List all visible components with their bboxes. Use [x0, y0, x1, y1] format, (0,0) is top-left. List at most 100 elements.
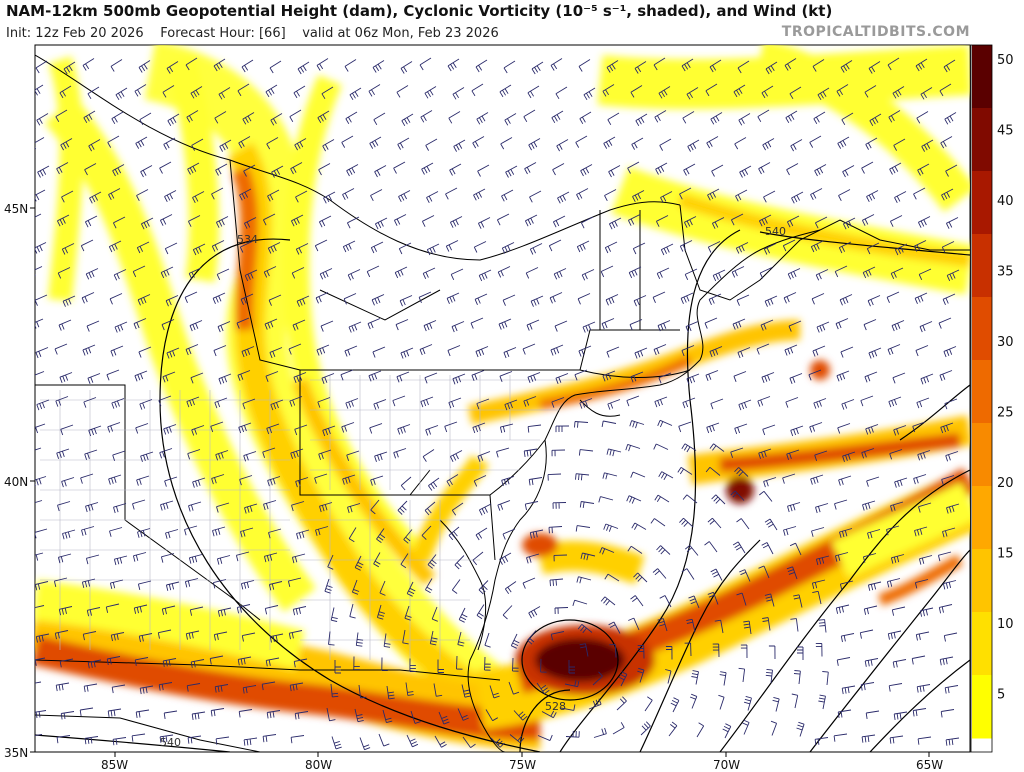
wind-barb	[920, 373, 934, 385]
wind-barb	[834, 499, 848, 510]
wind-barb	[209, 655, 224, 665]
wind-barb	[734, 137, 747, 150]
init-time: Init: 12z Feb 20 2026	[6, 26, 144, 41]
wind-barb	[706, 422, 720, 434]
wind-barb	[501, 189, 514, 202]
wind-barb	[816, 321, 830, 333]
wind-barb	[54, 343, 68, 355]
wind-barb	[428, 477, 440, 491]
wind-barb	[634, 347, 648, 359]
wind-barb	[863, 319, 877, 331]
wind-barb	[484, 656, 491, 671]
lon-label-70w: 70W	[713, 758, 740, 772]
wind-barb	[211, 240, 225, 252]
wind-barb	[738, 399, 752, 411]
wind-barb	[549, 578, 564, 587]
wind-barb	[555, 425, 570, 433]
wind-barb	[374, 217, 388, 230]
wind-barb	[265, 371, 279, 382]
wind-barb	[86, 607, 101, 617]
wind-barb	[629, 319, 643, 331]
wind-barb	[348, 321, 362, 333]
wind-barb	[271, 165, 284, 178]
wind-barb	[628, 617, 640, 631]
wind-barb	[736, 592, 747, 606]
wind-barb	[761, 542, 774, 555]
wind-barb	[787, 502, 801, 513]
wind-barb	[292, 606, 307, 616]
wind-barb	[707, 517, 722, 529]
wind-barb	[372, 346, 386, 358]
wind-barb	[763, 190, 776, 203]
wind-barb	[609, 644, 617, 658]
wind-barb	[550, 631, 565, 641]
wind-barb	[137, 580, 152, 591]
colorbar-frame	[970, 44, 993, 753]
height-label-540-south: 540	[160, 736, 181, 749]
wind-barb	[213, 58, 226, 72]
wind-barb	[759, 267, 773, 279]
wind-barb	[192, 191, 205, 204]
wind-barb	[548, 239, 562, 252]
wind-barb	[84, 736, 99, 745]
wind-barb	[737, 347, 751, 359]
wind-barb	[524, 162, 537, 175]
wind-barb	[328, 631, 335, 646]
wind-barb	[450, 268, 464, 280]
wind-barb	[403, 529, 413, 544]
wind-barb	[738, 113, 751, 126]
wind-barb	[409, 658, 416, 673]
wind-barb	[485, 709, 499, 722]
wind-barb	[85, 502, 99, 513]
wind-barb	[912, 421, 926, 433]
wind-barb	[770, 720, 778, 736]
wind-barb	[214, 111, 227, 124]
wind-barb	[84, 163, 97, 176]
wind-barb	[655, 162, 668, 175]
wind-barb	[513, 710, 528, 721]
wind-barb	[213, 345, 227, 357]
wind-barb	[353, 656, 360, 671]
wind-barb	[682, 494, 698, 504]
wind-barb	[398, 190, 411, 203]
wind-barb	[616, 696, 627, 711]
wind-barb	[188, 267, 202, 279]
wind-barb	[268, 528, 282, 539]
wind-barb	[680, 292, 694, 304]
wind-barb	[793, 670, 801, 685]
wind-barb	[396, 371, 410, 383]
wind-barb	[393, 161, 406, 174]
wind-barb	[107, 135, 120, 148]
wind-barb	[603, 136, 616, 149]
wind-barb	[552, 215, 566, 228]
wind-barb	[289, 682, 304, 692]
wind-barb	[918, 502, 932, 513]
colorbar-swatch	[972, 234, 992, 298]
wind-barb	[262, 447, 276, 458]
wind-barb	[730, 447, 744, 458]
wind-barb	[376, 604, 385, 620]
wind-barb	[163, 137, 176, 150]
wind-barb	[627, 214, 641, 226]
wind-barb	[484, 632, 491, 648]
wind-barb	[738, 667, 746, 683]
wind-barb	[886, 291, 900, 303]
wind-barb	[712, 269, 726, 282]
wind-barb	[420, 110, 433, 123]
wind-barb	[190, 86, 203, 99]
wind-barb	[373, 399, 387, 410]
wind-barb	[866, 242, 880, 255]
wind-barb	[448, 526, 460, 541]
wind-barb	[374, 451, 388, 462]
wind-barb	[722, 723, 732, 739]
wind-barb	[35, 137, 45, 150]
wind-barb	[109, 579, 124, 590]
wind-barb	[836, 370, 850, 382]
wind-barb	[550, 344, 564, 356]
wind-barb	[894, 191, 907, 204]
wind-barb	[345, 111, 358, 125]
wind-barb	[35, 294, 48, 306]
wind-barb	[59, 372, 73, 383]
wind-barb	[682, 397, 696, 409]
wind-barb	[218, 87, 231, 100]
